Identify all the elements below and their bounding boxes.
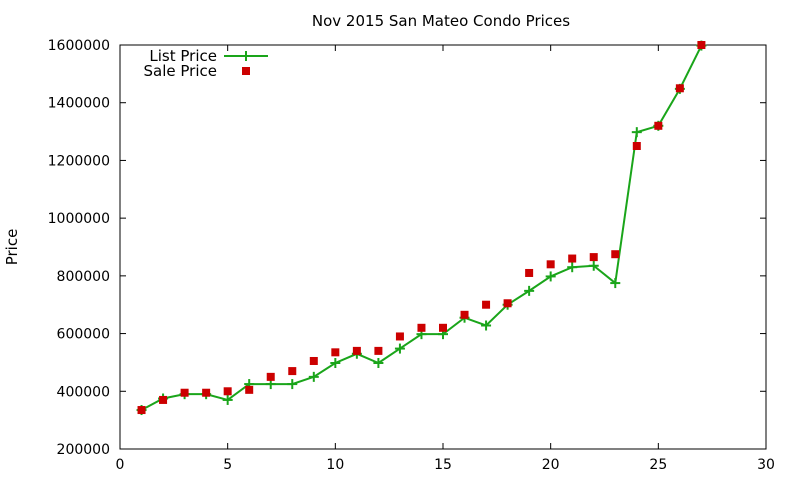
sale-price-point [331, 348, 340, 357]
list-price-point [567, 262, 578, 273]
legend-marker-list-price [241, 51, 251, 61]
sale-price-point [460, 310, 469, 319]
sale-price-point [137, 406, 146, 415]
sale-price-point [632, 142, 641, 150]
y-tick-label: 1400000 [48, 96, 110, 112]
sale-price-point [482, 300, 491, 309]
x-tick-label: 20 [542, 457, 560, 473]
y-tick-label: 1600000 [48, 38, 110, 54]
sale-price-point [309, 356, 318, 365]
y-tick-label: 200000 [57, 442, 110, 458]
list-price-point [631, 127, 642, 138]
x-tick-label: 15 [434, 457, 452, 473]
list-price-point [524, 285, 535, 296]
x-tick-label: 10 [326, 457, 344, 473]
sale-price-point [288, 367, 297, 376]
sale-price-point [611, 250, 620, 259]
sale-price-point [223, 387, 232, 396]
sale-price-point [546, 260, 555, 269]
sale-price-point [266, 372, 275, 381]
y-tick-label: 600000 [57, 327, 110, 343]
sale-price-point [503, 299, 512, 308]
list-price-point [308, 371, 319, 382]
x-tick-label: 0 [116, 457, 125, 473]
sale-price-point [202, 388, 211, 397]
sale-price-point [180, 388, 189, 397]
list-price-point [222, 394, 233, 405]
sale-price-point [395, 332, 404, 341]
y-axis-label: Price [3, 229, 21, 266]
sale-price-point [439, 323, 447, 332]
y-tick-label: 1200000 [48, 153, 110, 169]
sale-price-point [417, 323, 426, 332]
sale-price-point [675, 84, 684, 93]
sale-price-point [352, 346, 361, 355]
list-price-point [287, 379, 298, 390]
sale-price-point [159, 395, 168, 404]
list-price-point [588, 260, 599, 271]
sale-price-point [654, 121, 663, 130]
sale-price-point [697, 41, 706, 49]
sale-price-point [245, 385, 254, 394]
y-tick-label: 800000 [57, 269, 110, 285]
sale-price-point [525, 268, 534, 277]
list-price-point [545, 271, 556, 282]
x-tick-label: 5 [223, 457, 232, 473]
legend-label-list-price: List Price [149, 47, 217, 65]
list-price-point [394, 343, 405, 354]
list-price-point [373, 358, 384, 369]
legend-marker-sale-price [242, 67, 250, 75]
x-tick-label: 30 [757, 457, 775, 473]
sale-price-point [589, 253, 598, 262]
list-price-line [141, 45, 703, 411]
sale-price-point [568, 254, 577, 263]
x-tick-label: 25 [649, 457, 667, 473]
chart-title: Nov 2015 San Mateo Condo Prices [312, 12, 570, 30]
series-layer [136, 40, 707, 416]
legend: List Price Sale Price [144, 47, 268, 80]
axis-ticks: 0 5 10 15 20 25 30 200000 400000 600000 800000 1000… [48, 38, 775, 473]
y-tick-label: 1000000 [48, 211, 110, 227]
y-tick-label: 400000 [57, 384, 110, 400]
list-price-point [330, 358, 341, 369]
legend-label-sale-price: Sale Price [144, 62, 217, 80]
list-price-point [610, 278, 621, 289]
list-price-point [481, 320, 492, 331]
sale-price-point [374, 346, 383, 355]
